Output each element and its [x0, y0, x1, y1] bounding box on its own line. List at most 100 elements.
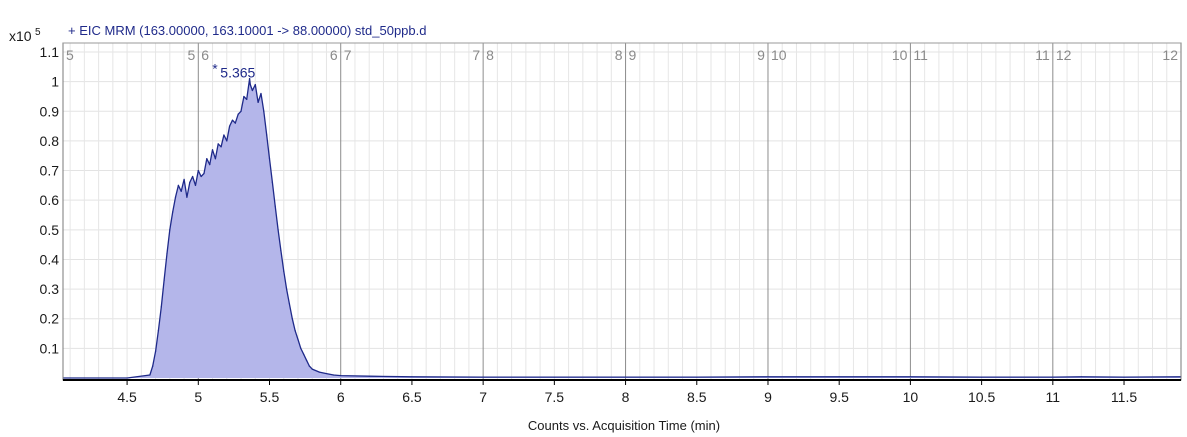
- data-point: [1080, 376, 1082, 378]
- x-tick-label: 8: [622, 389, 630, 405]
- data-point: [149, 374, 151, 376]
- data-point: [177, 184, 179, 186]
- series-layer: [62, 78, 1182, 379]
- data-point: [286, 288, 288, 290]
- data-point: [288, 303, 291, 305]
- data-point: [251, 89, 254, 92]
- data-point: [223, 134, 225, 136]
- segment-label: 11: [1035, 47, 1050, 63]
- data-point: [126, 377, 128, 379]
- segment-label: 9: [757, 47, 765, 63]
- data-point: [166, 252, 168, 255]
- x-tick-label: 10: [903, 389, 919, 405]
- data-point: [169, 229, 171, 231]
- data-point: [183, 178, 185, 181]
- segment-label: 10: [892, 47, 908, 63]
- segment-label: 5: [188, 47, 196, 63]
- data-point: [160, 306, 162, 308]
- y-tick-label: 0.8: [40, 133, 60, 149]
- y-tick-label: 0.4: [40, 251, 60, 267]
- segment-label: 8: [486, 47, 494, 63]
- data-point: [696, 376, 698, 378]
- data-point: [340, 375, 342, 377]
- data-point: [243, 95, 245, 98]
- segment-label: 5: [66, 47, 74, 63]
- peak-marker-star: *: [212, 61, 218, 77]
- data-point: [189, 181, 191, 183]
- data-point: [192, 175, 194, 178]
- data-point: [214, 158, 216, 160]
- x-tick-label: 11: [1046, 389, 1061, 405]
- y-tick-label: 0.6: [40, 192, 60, 208]
- data-point: [172, 211, 174, 213]
- segment-label: 10: [771, 47, 787, 63]
- segment-label: 6: [330, 47, 338, 63]
- segment-label: 11: [913, 47, 928, 63]
- segment-label: 7: [344, 47, 352, 63]
- data-point: [206, 158, 208, 160]
- data-point: [217, 143, 219, 145]
- y-tick-label: 0.3: [40, 281, 60, 297]
- data-point: [767, 376, 769, 378]
- data-point: [482, 376, 484, 378]
- data-point: [303, 353, 305, 355]
- y-exponent-power: 5: [35, 27, 41, 38]
- y-tick-label: 0.7: [40, 163, 60, 179]
- data-point: [266, 134, 268, 136]
- series-area: [63, 78, 1181, 378]
- data-point: [211, 149, 214, 151]
- data-point: [154, 350, 157, 352]
- x-tick-label: 7.5: [545, 389, 565, 405]
- data-point: [311, 368, 313, 370]
- x-tick-label: 7: [479, 389, 487, 405]
- data-point: [294, 329, 296, 332]
- x-tick-label: 8.5: [687, 389, 707, 405]
- x-tick-label: 6: [337, 389, 345, 405]
- data-point: [318, 371, 320, 373]
- tick-labels: 4.5 5 5.5 6 6.5 7 7.5 8 8.5 9 9.5 10 10.5 11 11.50.10.…: [40, 44, 1138, 405]
- data-point: [197, 169, 199, 172]
- x-tick-label: 9.5: [829, 389, 849, 405]
- data-point: [231, 119, 234, 121]
- data-point: [246, 98, 248, 101]
- x-tick-label: 11.5: [1111, 389, 1137, 405]
- data-point: [257, 101, 259, 103]
- x-tick-label: 4.5: [117, 389, 137, 405]
- x-tick-label: 10.5: [968, 389, 995, 405]
- x-axis-label: Counts vs. Acquisition Time (min): [528, 418, 720, 433]
- data-point: [263, 110, 265, 112]
- data-point: [240, 110, 242, 112]
- data-point: [152, 365, 154, 367]
- data-point: [981, 376, 983, 378]
- data-point: [268, 158, 271, 160]
- data-point: [249, 84, 251, 86]
- data-point: [1123, 376, 1125, 378]
- data-point: [297, 338, 299, 341]
- y-tick-label: 0.1: [40, 340, 60, 356]
- data-point: [203, 172, 205, 175]
- segment-label: 12: [1162, 47, 1178, 63]
- y-exponent-label: x10: [9, 28, 32, 44]
- x-tick-label: 9: [764, 389, 772, 405]
- data-point: [277, 229, 279, 231]
- segment-label: 6: [201, 47, 209, 63]
- data-point: [209, 164, 211, 166]
- data-point: [174, 196, 177, 198]
- segment-label: 7: [472, 47, 480, 63]
- data-point: [248, 78, 251, 80]
- data-point: [220, 146, 222, 148]
- data-point: [300, 347, 302, 349]
- data-point: [229, 125, 231, 127]
- data-point: [271, 181, 273, 183]
- data-point: [274, 205, 276, 207]
- data-point: [260, 92, 262, 95]
- data-point: [308, 365, 310, 367]
- data-point: [411, 376, 413, 378]
- data-point: [332, 374, 335, 376]
- y-tick-label: 1: [51, 74, 59, 90]
- data-point: [163, 279, 165, 281]
- data-point: [624, 376, 627, 378]
- chart-title: + EIC MRM (163.00000, 163.10001 -> 88.00…: [68, 23, 426, 38]
- y-tick-label: 0.9: [40, 103, 60, 119]
